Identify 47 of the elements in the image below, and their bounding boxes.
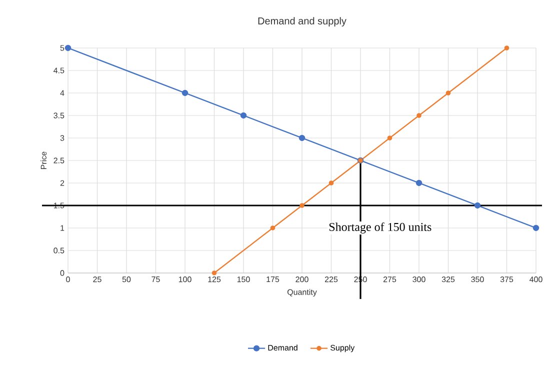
point — [504, 46, 510, 50]
legend-label: Demand — [268, 344, 298, 351]
point — [416, 180, 422, 186]
x-tick-label: 275 — [383, 276, 396, 282]
x-tick-label: 175 — [266, 276, 280, 282]
point — [532, 224, 540, 232]
y-tick-label: 4.5 — [54, 68, 64, 74]
x-tick-label: 100 — [178, 276, 192, 282]
x-tick-label: 350 — [471, 276, 484, 282]
point — [416, 113, 422, 118]
x-tick-label: 400 — [530, 276, 542, 282]
x-tick-label: 25 — [93, 276, 102, 282]
point — [387, 136, 392, 140]
point — [474, 202, 481, 209]
point — [240, 112, 247, 119]
point — [212, 270, 217, 276]
x-axis-title: Quantity — [287, 289, 317, 297]
point — [328, 180, 334, 186]
x-tick-label: 0 — [66, 276, 70, 282]
y-tick-label: 4 — [60, 90, 64, 96]
x-tick-label: 150 — [237, 276, 250, 282]
point — [182, 90, 188, 96]
y-tick-label: 2 — [60, 180, 64, 186]
y-tick-label: 2.5 — [54, 158, 64, 164]
y-tick-label: 3 — [60, 135, 64, 141]
point — [270, 226, 276, 230]
point — [446, 90, 451, 96]
x-tick-label: 300 — [412, 276, 426, 282]
x-tick-label: 75 — [152, 276, 160, 282]
point — [298, 134, 306, 142]
x-tick-label: 50 — [122, 276, 131, 282]
y-tick-label: 1 — [60, 225, 64, 231]
y-tick-label: 5 — [60, 45, 64, 51]
annotation: Shortage of 150 units — [329, 222, 432, 234]
point — [64, 44, 72, 52]
x-tick-label: 375 — [500, 276, 514, 282]
x-tick-label: 200 — [296, 276, 308, 282]
y-tick-label: 0 — [60, 270, 64, 276]
y-tick-label: 0.5 — [54, 248, 64, 254]
point — [300, 203, 304, 208]
y-axis-title: Price — [40, 152, 46, 169]
y-tick-label: 3.5 — [54, 112, 64, 118]
chart-title: Demand and supply — [258, 17, 346, 26]
legend-label: Supply — [330, 344, 355, 352]
x-tick-label: 225 — [324, 276, 338, 282]
x-tick-label: 325 — [442, 276, 455, 282]
x-tick-label: 125 — [208, 276, 221, 282]
